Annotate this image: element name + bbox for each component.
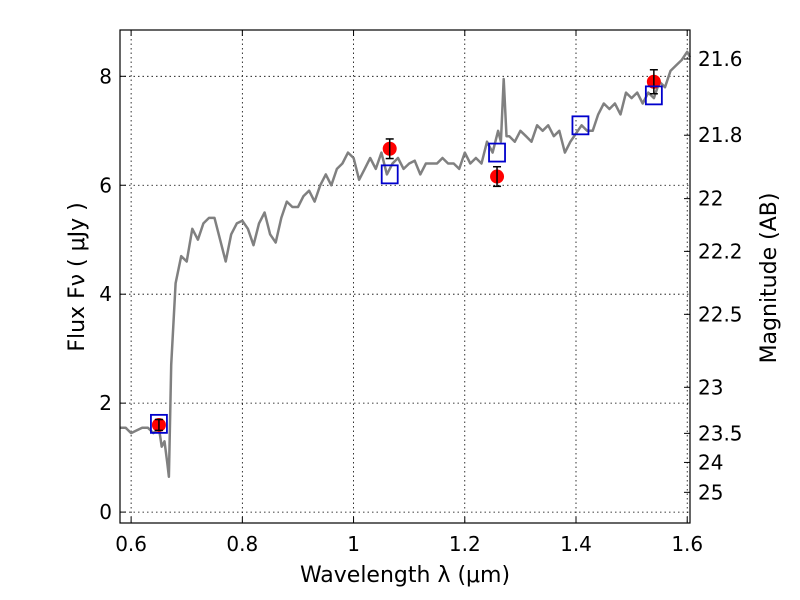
y-tick-label: 4 (99, 282, 112, 306)
model-point (150, 413, 168, 434)
y-tick-label: 6 (99, 173, 112, 197)
grid-lines (120, 30, 690, 523)
mag-tick-label: 21.6 (698, 47, 743, 71)
mag-tick-label: 24 (698, 450, 723, 474)
y-tick-label: 2 (99, 391, 112, 415)
x-tick-label: 0.6 (115, 532, 147, 556)
model-point (571, 115, 590, 136)
axis-ticks: 0.6 0.8 1 1.2 1.4 1.60246821.621.82222.222.52… (99, 30, 743, 556)
mag-tick-label: 21.8 (698, 123, 743, 147)
mag-tick-label: 23 (698, 375, 723, 399)
y2-axis-label: Magnitude (AB) (757, 193, 782, 364)
x-tick-label: 1.2 (449, 532, 481, 556)
x-tick-label: 1.6 (671, 532, 703, 556)
mag-tick-label: 22.2 (698, 239, 743, 263)
spectrum-line (120, 50, 692, 478)
mag-tick-label: 23.5 (698, 421, 743, 445)
x-tick-label: 1.4 (560, 532, 592, 556)
x-tick-label: 1 (347, 532, 360, 556)
mag-tick-label: 25 (698, 480, 723, 504)
x-tick-label: 0.8 (226, 532, 258, 556)
model-point (380, 164, 399, 185)
y-tick-label: 8 (99, 64, 112, 88)
spectrum-series (120, 50, 692, 478)
photometry-markers (150, 69, 663, 434)
model-point (488, 142, 506, 163)
mag-tick-label: 22.5 (698, 302, 743, 326)
y-tick-label: 0 (99, 500, 112, 524)
mag-tick-label: 22 (698, 187, 723, 211)
y-axis-label: Flux Fν ( μJy ) (65, 202, 90, 351)
plot-frame (119, 29, 691, 524)
x-axis-label: Wavelength λ (μm) (300, 563, 510, 588)
model-point (644, 85, 663, 106)
